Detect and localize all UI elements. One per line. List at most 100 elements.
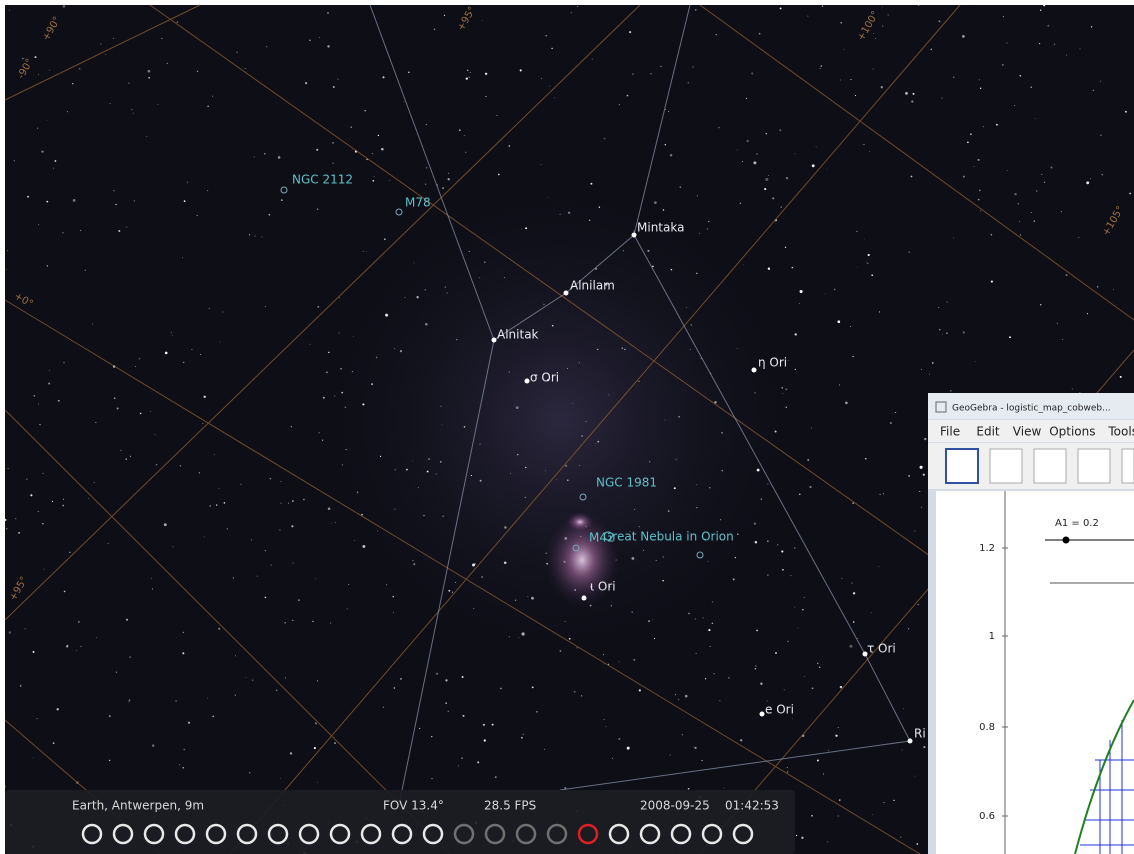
toolbar-button[interactable] [329,823,351,845]
star [454,581,457,583]
toolbar-button[interactable] [143,823,165,845]
star [72,198,76,202]
star [597,440,600,443]
star [1036,190,1038,192]
star [222,311,224,313]
star [478,277,480,279]
star [340,368,342,370]
tool-more[interactable] [1121,448,1134,484]
toolbar-button[interactable] [546,823,568,845]
star [608,394,610,396]
toolbar-button[interactable] [577,823,599,845]
toolbar-button[interactable] [608,823,630,845]
nebula-marker [696,551,704,559]
star [799,303,801,305]
star [446,292,448,294]
star [540,77,543,80]
star [303,498,305,501]
menu-item[interactable]: File [940,425,960,439]
star [211,95,214,97]
toolbar-button[interactable] [205,823,227,845]
toolbar-button[interactable] [515,823,537,845]
toolbar-button[interactable] [639,823,661,845]
star [721,432,723,434]
toolbar-button[interactable] [298,823,320,845]
star [1065,274,1068,277]
tool-move[interactable] [945,448,979,484]
star [545,35,547,37]
star [713,673,715,675]
star [889,421,893,425]
menu-item[interactable]: Options [1049,425,1095,439]
star [152,588,154,590]
star [280,199,283,201]
star [309,343,311,345]
star [78,67,81,70]
toolbar-button[interactable] [732,823,754,845]
star [444,286,447,288]
star-point [524,378,530,384]
star [335,521,336,523]
star [304,81,308,85]
star [531,596,534,600]
star [522,733,525,736]
star [603,718,605,720]
star [767,574,769,576]
toolbar-button[interactable] [360,823,382,845]
star [767,483,769,485]
star [681,734,683,736]
star [95,637,98,639]
menu-item[interactable]: Edit [976,425,1000,439]
toolbar-button[interactable] [391,823,413,845]
star [863,143,865,146]
tool-point[interactable] [989,448,1023,484]
slider-handle[interactable] [1062,536,1070,544]
star [149,410,151,412]
star [649,461,651,463]
star [8,631,12,634]
tool-line[interactable] [1033,448,1067,484]
toolbar-button[interactable] [236,823,258,845]
star [740,739,743,742]
star [1030,86,1032,88]
toolbar-button[interactable] [484,823,506,845]
star [564,621,566,623]
star [816,759,819,762]
nebula-label: NGC 2112 [292,173,353,187]
star [95,421,97,424]
toolbar-button[interactable] [174,823,196,845]
toolbar-button[interactable] [422,823,444,845]
star [318,432,320,434]
star [839,384,840,386]
star [163,523,167,527]
star [404,297,406,299]
tool-perp[interactable] [1077,448,1111,484]
y-label: 1.2 [979,543,995,554]
star [264,306,266,307]
star [235,655,236,657]
toolbar-button[interactable] [112,823,134,845]
star [5,268,7,270]
star [911,100,914,103]
star [910,175,913,178]
menu-item[interactable]: Tools [1107,425,1134,439]
toolbar-button[interactable] [267,823,289,845]
toolbar-button[interactable] [670,823,692,845]
star [467,69,469,72]
star [15,518,17,520]
star [638,526,641,528]
star [287,502,290,504]
menu-item[interactable]: View [1013,425,1042,439]
star [900,836,902,838]
toolbar-button[interactable] [701,823,723,845]
star [700,358,702,360]
star [754,667,757,670]
star [803,597,805,599]
app-icon [935,401,947,413]
star [32,757,34,759]
star [1100,134,1102,137]
toolbar-button[interactable] [453,823,475,845]
toolbar-button[interactable] [81,823,103,845]
star [807,459,810,461]
star [856,266,858,268]
